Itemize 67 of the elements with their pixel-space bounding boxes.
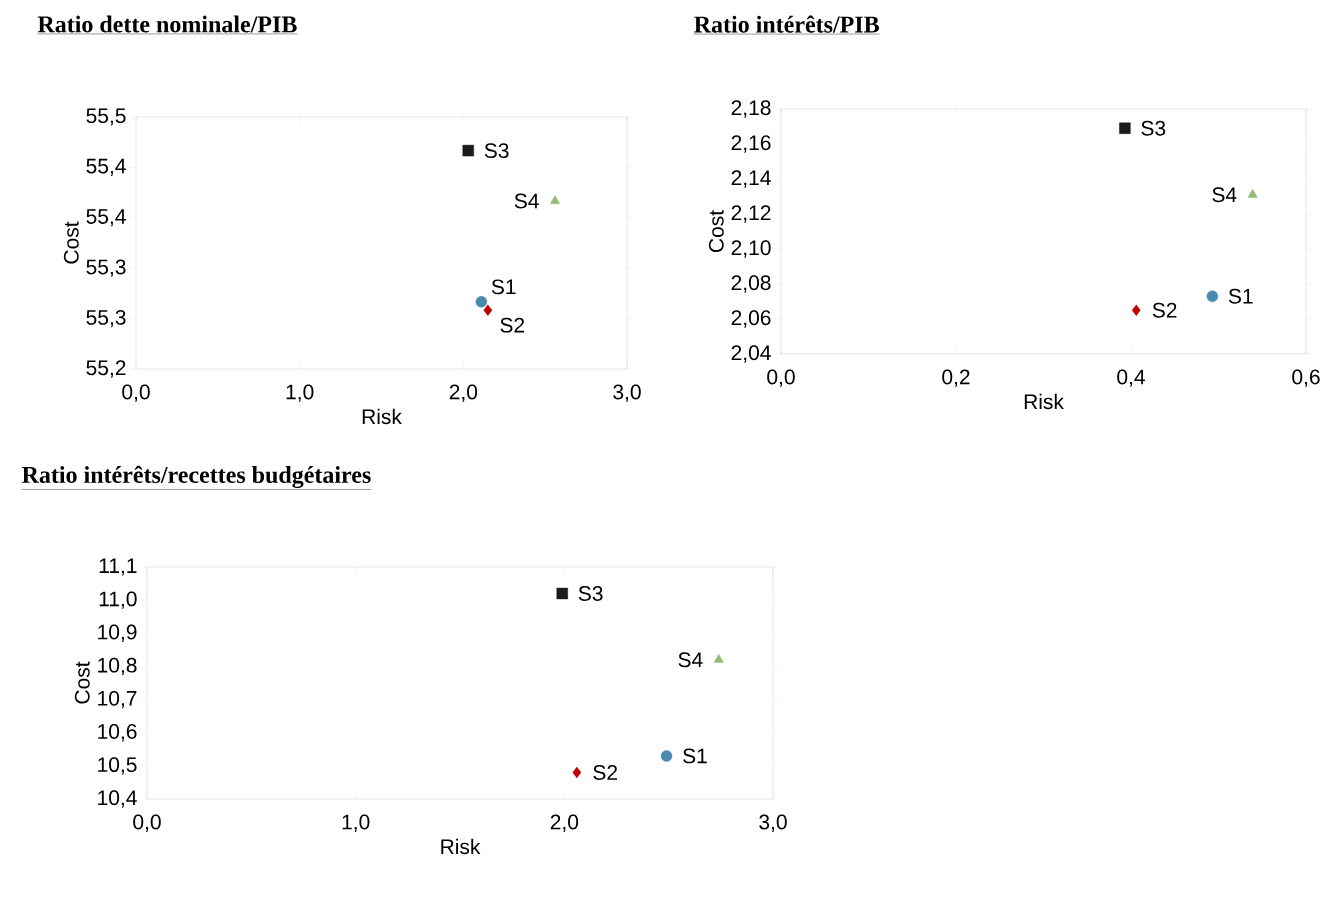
series-label: S2 — [1152, 302, 1177, 318]
point — [556, 587, 568, 600]
y-tick-label: 2,08 — [731, 275, 771, 293]
y-axis-title: Cost — [74, 661, 90, 704]
y-tick-label: 2,14 — [731, 170, 771, 188]
series-label: S3 — [1141, 120, 1166, 136]
point — [1247, 189, 1258, 198]
y-tick-label: 55,3 — [86, 309, 126, 328]
y-tick-label: 2,16 — [731, 135, 771, 153]
y-tick-label: 55,3 — [86, 259, 126, 277]
series-label: S4 — [1212, 187, 1237, 203]
x-tick-label: 1,0 — [342, 814, 370, 832]
x-tick-label: 3,0 — [759, 814, 787, 832]
y-tick-label: 11,1 — [99, 558, 137, 576]
x-axis-title: Risk — [441, 838, 481, 855]
x-axis-title: Risk — [1024, 393, 1064, 410]
series-label: S1 — [683, 748, 707, 764]
series-label: S2 — [593, 765, 618, 780]
y-tick-label: 10,9 — [98, 624, 137, 642]
y-tick-label: 11,0 — [99, 591, 137, 609]
x-tick-label: 0,0 — [767, 369, 795, 387]
y-tick-label: 55,4 — [86, 158, 126, 176]
y-tick-label: 10,8 — [98, 657, 137, 676]
y-tick-label: 55,2 — [86, 360, 126, 378]
y-tick-label: 2,06 — [731, 310, 771, 328]
point — [713, 654, 724, 663]
point — [475, 296, 488, 308]
y-tick-label: 2,18 — [731, 100, 771, 118]
point — [550, 195, 560, 204]
chart-title: Ratio intérêts/PIB — [694, 15, 879, 33]
y-tick-label: 2,10 — [731, 240, 771, 258]
series-label: S2 — [500, 317, 525, 333]
x-tick-label: 2,0 — [550, 814, 579, 832]
y-tick-label: 2,04 — [731, 345, 771, 363]
x-tick-label: 0,0 — [133, 814, 161, 832]
series-label: S1 — [491, 279, 516, 295]
chart-title: Ratio intérêts/recettes budgétaires — [21, 465, 371, 489]
point — [660, 750, 673, 762]
point — [483, 304, 493, 316]
point — [1119, 122, 1131, 134]
x-tick-label: 1,0 — [286, 384, 314, 402]
x-axis-title: Risk — [362, 408, 402, 425]
point — [462, 144, 474, 157]
x-tick-label: 3,0 — [613, 384, 641, 402]
y-axis-title: Cost — [63, 221, 79, 264]
series-label: S3 — [484, 143, 509, 159]
point — [1131, 304, 1141, 316]
y-tick-label: 10,6 — [98, 724, 137, 742]
y-axis-title: Cost — [708, 210, 724, 253]
y-tick-label: 2,12 — [731, 205, 771, 223]
point — [572, 766, 582, 779]
point — [1206, 290, 1219, 302]
y-tick-label: 10,5 — [98, 757, 137, 775]
y-tick-label: 55,5 — [86, 108, 126, 126]
chart-title: Ratio dette nominale/PIB — [37, 15, 297, 33]
series-label: S1 — [1228, 288, 1253, 304]
y-tick-label: 10,7 — [98, 690, 137, 709]
y-tick-label: 10,4 — [98, 790, 137, 808]
y-tick-label: 55,4 — [86, 209, 126, 227]
series-label: S4 — [678, 652, 703, 668]
series-label: S3 — [578, 586, 603, 601]
x-tick-label: 2,0 — [449, 384, 478, 402]
x-tick-label: 0,0 — [122, 384, 150, 402]
series-label: S4 — [514, 193, 539, 209]
x-tick-label: 0,6 — [1292, 369, 1320, 387]
x-tick-label: 0,2 — [942, 369, 970, 387]
x-tick-label: 0,4 — [1117, 369, 1145, 387]
